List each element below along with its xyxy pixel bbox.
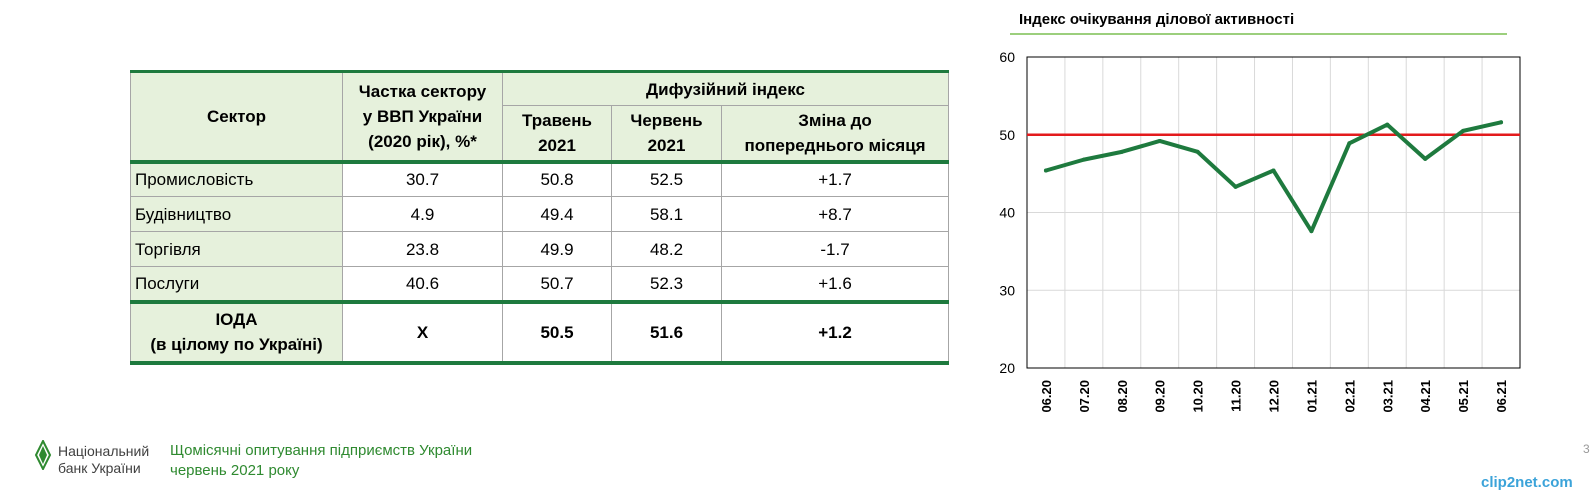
- data-point: [1271, 168, 1276, 173]
- y-tick-label: 50: [999, 127, 1015, 143]
- data-point: [1347, 141, 1352, 146]
- x-tick-label: 12.20: [1267, 380, 1282, 413]
- x-tick-label: 05.21: [1456, 380, 1471, 413]
- cell-june: 52.3: [611, 266, 722, 302]
- x-tick-label: 09.20: [1153, 380, 1168, 413]
- data-point: [1423, 156, 1428, 161]
- cell-may: 49.4: [502, 196, 612, 232]
- cell-sector-total: ІОДА (в цілому по Україні): [130, 299, 343, 365]
- table-row: Промисловість 30.7 50.8 52.5 +1.7: [130, 161, 950, 197]
- table-row: Послуги 40.6 50.7 52.3 +1.6: [130, 266, 950, 302]
- header-may-2021: Травень 2021: [502, 105, 612, 164]
- plot-area-border: [1026, 56, 1521, 369]
- header-diffusion-index: Дифузійний індекс: [501, 70, 950, 106]
- x-tick-label: 11.20: [1229, 380, 1244, 412]
- y-tick-label: 60: [999, 49, 1015, 65]
- x-tick-label: 07.20: [1077, 380, 1092, 413]
- cell-share-total: Х: [342, 299, 503, 365]
- cell-may: 50.8: [502, 161, 612, 197]
- data-point: [1385, 122, 1390, 127]
- table-row: Торгівля 23.8 49.9 48.2 -1.7: [130, 231, 950, 267]
- chart-title: Індекс очікування ділової активності: [1019, 11, 1295, 28]
- data-point: [1195, 149, 1200, 154]
- cell-change: +8.7: [720, 196, 950, 232]
- cell-share: 40.6: [342, 266, 503, 302]
- cell-share: 30.7: [342, 161, 503, 197]
- y-tick-label: 20: [999, 360, 1015, 376]
- survey-caption: Щомісячні опитування підприємств України…: [170, 442, 473, 479]
- cell-share: 23.8: [342, 231, 503, 267]
- cell-sector: Будівництво: [130, 196, 343, 232]
- x-tick-label: 06.20: [1039, 380, 1054, 413]
- cell-sector: Промисловість: [130, 161, 343, 197]
- bank-name: Національний банк України: [58, 443, 150, 476]
- header-june-2021: Червень 2021: [611, 105, 722, 164]
- clip2net-watermark: clip2net.com: [1481, 474, 1573, 491]
- header-gdp-share: Частка сектору у ВВП України (2020 рік),…: [342, 70, 503, 164]
- x-tick-label: 08.20: [1115, 380, 1130, 413]
- x-tick-label: 03.21: [1380, 380, 1395, 413]
- x-tick-label: 02.21: [1342, 380, 1357, 413]
- table-row: Будівництво 4.9 49.4 58.1 +8.7: [130, 196, 950, 232]
- cell-change: +1.7: [720, 161, 950, 197]
- data-point: [1157, 138, 1162, 143]
- business-expectations-line-chart: 20 30 40 50 60 06.20 07.20 08.20 09.20 10.20 11.20…: [999, 49, 1521, 413]
- data-point: [1081, 157, 1086, 162]
- x-tick-label: 04.21: [1418, 380, 1433, 413]
- data-point: [1499, 120, 1504, 125]
- x-tick-label: 01.21: [1304, 380, 1319, 413]
- cell-may: 49.9: [502, 231, 612, 267]
- nbu-logo-icon: [34, 440, 52, 470]
- x-tick-label: 06.21: [1494, 380, 1509, 413]
- header-sector: Сектор: [130, 70, 343, 164]
- x-tick-label: 10.20: [1191, 380, 1206, 413]
- cell-change: +1.6: [720, 266, 950, 302]
- data-point: [1309, 229, 1314, 234]
- cell-sector: Торгівля: [130, 231, 343, 267]
- cell-sector: Послуги: [130, 266, 343, 302]
- data-point: [1461, 128, 1466, 133]
- data-point: [1119, 149, 1124, 154]
- cell-share: 4.9: [342, 196, 503, 232]
- cell-june: 58.1: [611, 196, 722, 232]
- cell-june-total: 51.6: [611, 299, 722, 365]
- cell-change: -1.7: [720, 231, 950, 267]
- page-number: 3: [1583, 442, 1590, 456]
- chart-title-underline: [1010, 33, 1507, 35]
- y-tick-label: 30: [999, 282, 1015, 298]
- sector-diffusion-table: Сектор Частка сектору у ВВП України (202…: [130, 70, 950, 365]
- series-line: [1043, 120, 1504, 234]
- data-point: [1043, 168, 1048, 173]
- cell-may-total: 50.5: [502, 299, 612, 365]
- cell-may: 50.7: [502, 266, 612, 302]
- data-point: [1233, 184, 1238, 189]
- cell-change-total: +1.2: [720, 299, 950, 365]
- cell-june: 52.5: [611, 161, 722, 197]
- y-tick-label: 40: [999, 205, 1015, 221]
- header-change: Зміна до попереднього місяця: [720, 105, 950, 164]
- cell-june: 48.2: [611, 231, 722, 267]
- table-row-total: ІОДА (в цілому по Україні) Х 50.5 51.6 +…: [130, 299, 950, 365]
